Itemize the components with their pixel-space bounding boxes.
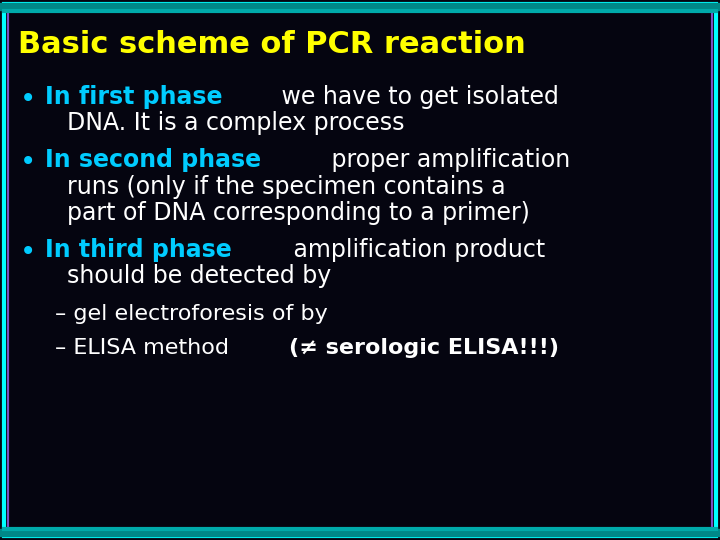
Text: we have to get isolated: we have to get isolated xyxy=(274,85,559,109)
Text: proper amplification: proper amplification xyxy=(324,148,570,172)
Text: should be detected by: should be detected by xyxy=(67,264,331,288)
Text: In third phase: In third phase xyxy=(45,238,232,262)
Text: •: • xyxy=(20,85,36,113)
Text: – ELISA method: – ELISA method xyxy=(55,338,236,358)
Text: In second phase: In second phase xyxy=(45,148,261,172)
Text: DNA. It is a complex process: DNA. It is a complex process xyxy=(67,111,405,136)
Text: amplification product: amplification product xyxy=(286,238,545,262)
Text: – gel electroforesis of by: – gel electroforesis of by xyxy=(55,303,328,323)
Text: (≠ serologic ELISA!!!): (≠ serologic ELISA!!!) xyxy=(289,338,559,358)
Text: runs (only if the specimen contains a: runs (only if the specimen contains a xyxy=(67,174,505,199)
Text: In first phase: In first phase xyxy=(45,85,222,109)
Text: part of DNA corresponding to a primer): part of DNA corresponding to a primer) xyxy=(67,201,530,225)
Text: Basic scheme of PCR reaction: Basic scheme of PCR reaction xyxy=(18,30,526,59)
Text: •: • xyxy=(20,148,36,176)
Text: •: • xyxy=(20,238,36,266)
